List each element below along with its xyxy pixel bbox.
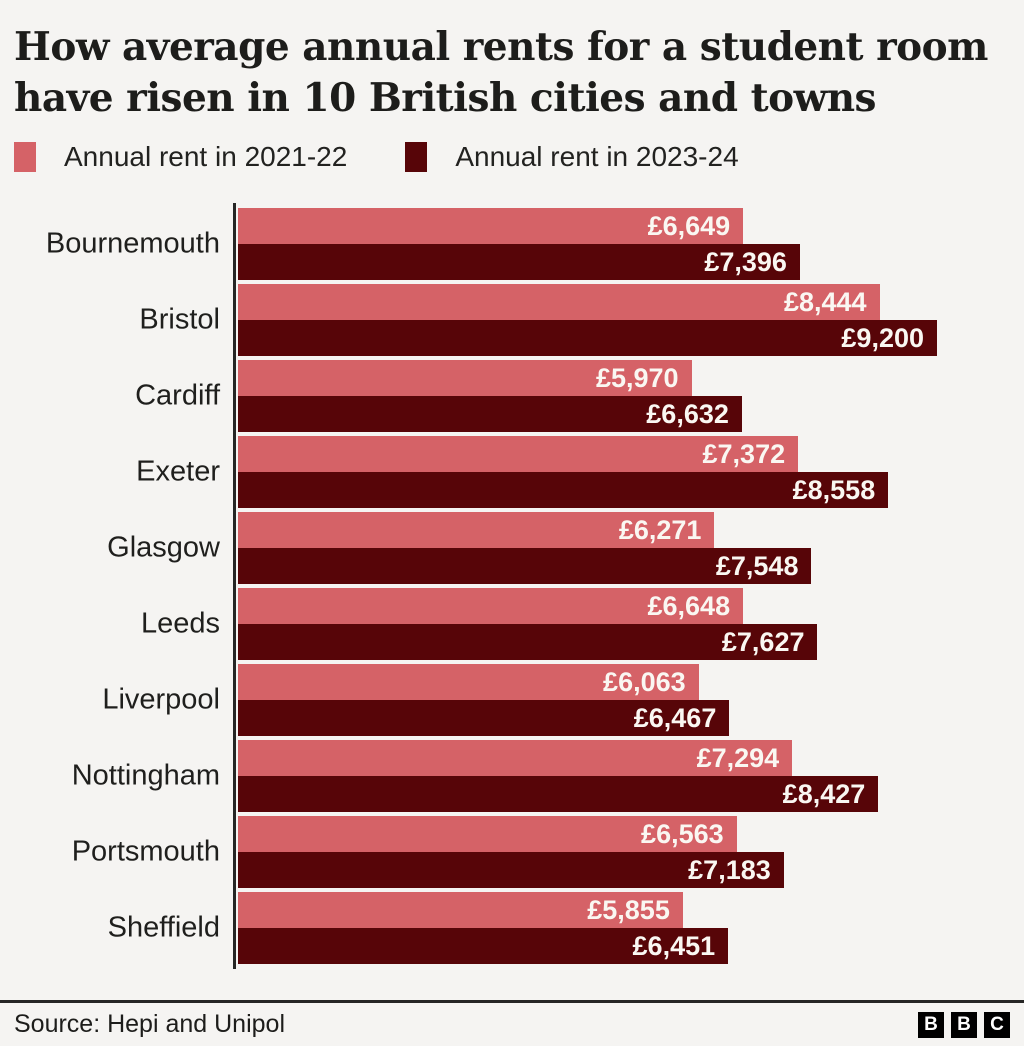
bar-value-label: £8,558 — [792, 474, 876, 505]
bar-2023-24: £8,427 — [238, 776, 879, 813]
bar-2021-22: £5,855 — [238, 892, 683, 929]
bar-value-label: £5,970 — [595, 362, 679, 393]
bar-2021-22: £6,648 — [238, 588, 744, 625]
bar-value-label: £5,855 — [587, 894, 670, 925]
bar-2023-24: £6,451 — [238, 928, 729, 965]
bar-group: £7,372 £8,558 — [238, 436, 937, 509]
bar-2023-24: £6,632 — [238, 396, 742, 433]
source-text: Source: Hepi and Unipol — [14, 1010, 285, 1038]
chart-row: Portsmouth £6,563 £7,183 — [72, 816, 937, 889]
bar-2023-24: £6,467 — [238, 700, 730, 737]
chart-title: How average annual rents for a student r… — [14, 22, 1010, 123]
bar-2023-24: £9,200 — [238, 320, 937, 357]
bar-chart: Bournemouth £6,649 £7,396 Bristol £8,444 £9,2… — [46, 203, 937, 970]
category-label: Bournemouth — [45, 227, 220, 260]
chart-row: Glasgow £6,271 £7,548 — [107, 512, 937, 585]
bar-group: £8,444 £9,200 — [238, 284, 937, 357]
bar-2021-22: £8,444 — [238, 284, 880, 321]
bar-value-label: £8,444 — [783, 286, 867, 317]
category-label: Glasgow — [107, 531, 220, 564]
bar-value-label: £6,063 — [603, 666, 686, 697]
bar-2023-24: £7,396 — [238, 244, 800, 281]
bar-group: £6,063 £6,467 — [238, 664, 937, 737]
bar-value-label: £7,294 — [696, 742, 780, 773]
bar-value-label: £6,563 — [641, 818, 724, 849]
bar-group: £6,563 £7,183 — [238, 816, 937, 889]
category-label: Leeds — [140, 607, 220, 640]
bar-value-label: £7,548 — [715, 550, 799, 581]
chart-row: Sheffield £5,855 £6,451 — [108, 892, 937, 965]
category-label: Exeter — [136, 455, 220, 488]
bar-value-label: £6,648 — [647, 590, 731, 621]
bar-group: £5,970 £6,632 — [238, 360, 937, 433]
chart-row: Cardiff £5,970 £6,632 — [135, 360, 937, 433]
chart-row: Exeter £7,372 £8,558 — [136, 436, 937, 509]
legend-swatch-2021-22-icon — [14, 142, 36, 173]
bar-group: £6,648 £7,627 — [238, 588, 937, 661]
chart-row: Bournemouth £6,649 £7,396 — [46, 208, 937, 281]
legend-item-2023-24: Annual rent in 2023-24 — [405, 141, 739, 173]
category-label: Bristol — [139, 303, 220, 336]
chart-row: Nottingham £7,294 £8,427 — [72, 740, 937, 813]
category-label: Cardiff — [135, 379, 220, 412]
bar-2023-24: £7,627 — [238, 624, 818, 661]
bar-group: £5,855 £6,451 — [238, 892, 937, 965]
bbc-logo-letter: B — [951, 1011, 977, 1038]
category-label: Nottingham — [71, 759, 220, 792]
legend-label-2021-22: Annual rent in 2021-22 — [64, 141, 348, 173]
bbc-logo-letter: B — [918, 1011, 944, 1038]
chart-title-line1: How average annual rents for a student r… — [14, 24, 988, 70]
bar-value-label: £7,183 — [688, 854, 771, 885]
bar-value-label: £6,451 — [632, 930, 716, 961]
bar-group: £6,649 £7,396 — [238, 208, 937, 281]
bar-value-label: £6,271 — [618, 514, 702, 545]
bar-2021-22: £6,563 — [238, 816, 737, 853]
chart-row: Liverpool £6,063 £6,467 — [102, 664, 937, 737]
bar-value-label: £9,200 — [841, 322, 924, 353]
chart-row: Leeds £6,648 £7,627 — [141, 588, 937, 661]
category-label: Liverpool — [102, 683, 220, 716]
bbc-logo-letter: C — [984, 1011, 1010, 1038]
bar-value-label: £6,649 — [647, 210, 731, 241]
bar-value-label: £7,372 — [702, 438, 786, 469]
category-label: Portsmouth — [71, 835, 220, 868]
bar-2021-22: £7,294 — [238, 740, 793, 777]
category-label: Sheffield — [107, 911, 220, 944]
legend-swatch-2023-24-icon — [405, 142, 428, 173]
bar-value-label: £8,427 — [782, 778, 866, 809]
chart-title-line2: have risen in 10 British cities and town… — [14, 74, 877, 121]
bar-value-label: £6,467 — [633, 702, 717, 733]
bar-2023-24: £8,558 — [238, 472, 889, 509]
bar-2023-24: £7,183 — [238, 852, 784, 889]
bar-2021-22: £6,063 — [238, 664, 699, 701]
bar-group: £7,294 £8,427 — [238, 740, 937, 813]
bar-2021-22: £6,271 — [238, 512, 715, 549]
legend-item-2021-22: Annual rent in 2021-22 — [14, 141, 347, 173]
legend-label-2023-24: Annual rent in 2023-24 — [455, 141, 739, 173]
bar-value-label: £7,396 — [704, 246, 787, 277]
chart-row: Bristol £8,444 £9,200 — [139, 284, 937, 357]
bar-2023-24: £7,548 — [238, 548, 812, 585]
legend: Annual rent in 2021-22 Annual rent in 20… — [14, 141, 1010, 173]
bar-2021-22: £6,649 — [238, 208, 744, 245]
bar-value-label: £6,632 — [646, 398, 729, 429]
bar-group: £6,271 £7,548 — [238, 512, 937, 585]
bar-2021-22: £7,372 — [238, 436, 799, 473]
bar-2021-22: £5,970 — [238, 360, 692, 397]
bar-value-label: £7,627 — [721, 626, 805, 657]
